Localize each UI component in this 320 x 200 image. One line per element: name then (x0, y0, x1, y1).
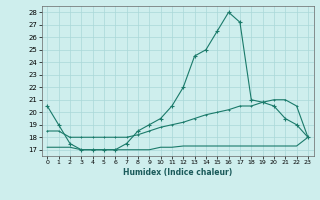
X-axis label: Humidex (Indice chaleur): Humidex (Indice chaleur) (123, 168, 232, 177)
